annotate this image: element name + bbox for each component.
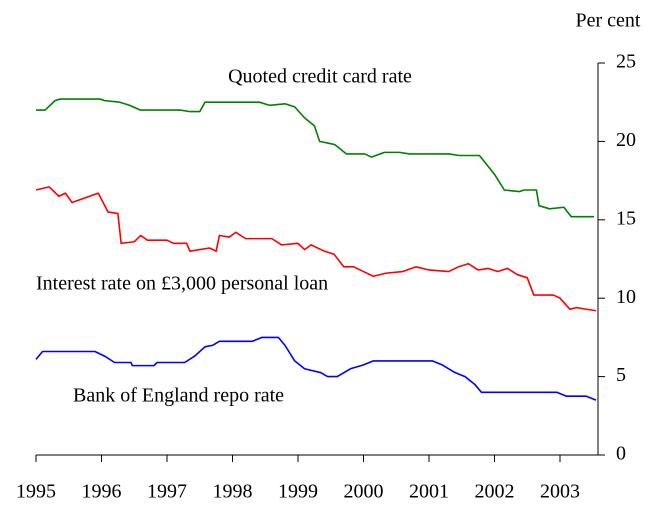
x-tick-label: 1996 xyxy=(82,481,122,503)
x-tick-label: 2000 xyxy=(344,481,384,503)
x-tick-label: 2003 xyxy=(540,481,580,503)
x-tick-label: 2002 xyxy=(475,481,515,503)
y-tick-label: 0 xyxy=(616,443,626,465)
y-tick-label: 5 xyxy=(616,364,626,386)
x-tick-label: 2001 xyxy=(409,481,449,503)
series-label: Bank of England repo rate xyxy=(73,385,284,407)
y-tick-label: 25 xyxy=(616,51,636,73)
series-line xyxy=(35,186,597,312)
series-label: Interest rate on £3,000 personal loan xyxy=(36,273,328,295)
x-tick-label: 1999 xyxy=(278,481,318,503)
x-tick-label: 1998 xyxy=(213,481,253,503)
x-tick-label: 1997 xyxy=(147,481,187,503)
y-tick-label: 20 xyxy=(616,129,636,151)
y-tick-label: 15 xyxy=(616,207,636,229)
series-line xyxy=(35,336,597,401)
series-line xyxy=(36,98,595,218)
y-tick-label: 10 xyxy=(616,286,636,308)
y-axis-label: Per cent xyxy=(576,10,641,32)
series-label: Quoted credit card rate xyxy=(228,66,412,88)
x-tick-label: 1995 xyxy=(16,481,56,503)
